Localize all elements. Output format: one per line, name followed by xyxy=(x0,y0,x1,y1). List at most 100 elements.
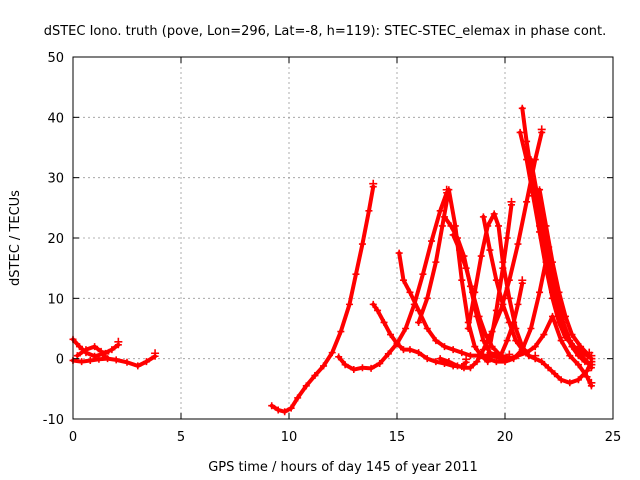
data-point-end xyxy=(587,378,596,387)
data-point xyxy=(458,276,466,284)
data-point xyxy=(73,352,81,360)
data-point xyxy=(445,186,453,194)
data-point xyxy=(482,331,490,339)
data-point xyxy=(402,325,410,332)
data-point xyxy=(514,300,522,308)
data-point xyxy=(574,361,582,369)
y-axis-label: dSTEC / TECUs xyxy=(8,190,23,286)
data-point xyxy=(423,355,431,363)
y-tick-label: 10 xyxy=(47,292,64,307)
data-point xyxy=(536,186,544,194)
data-point xyxy=(464,325,472,332)
data-point-end xyxy=(518,276,527,285)
data-point-end xyxy=(507,197,516,206)
data-point xyxy=(486,343,494,351)
data-point xyxy=(497,352,505,360)
data-point-end xyxy=(114,337,123,346)
series-4 xyxy=(268,179,378,416)
data-point-end xyxy=(587,360,596,369)
data-point xyxy=(415,318,423,326)
y-tick-label: 50 xyxy=(47,51,64,66)
data-point-end xyxy=(101,349,110,358)
data-point xyxy=(479,352,487,360)
data-point xyxy=(376,359,384,367)
data-point xyxy=(458,349,466,357)
data-point-end xyxy=(531,351,540,360)
data-point xyxy=(311,372,319,380)
data-point xyxy=(475,312,483,320)
data-point xyxy=(462,264,470,272)
data-point xyxy=(112,356,120,364)
data-point xyxy=(490,210,498,218)
data-point xyxy=(505,355,513,363)
data-point xyxy=(374,306,382,314)
data-point xyxy=(488,352,496,360)
x-tick-label: 10 xyxy=(281,430,298,445)
data-point xyxy=(447,222,455,230)
data-point xyxy=(499,264,507,272)
data-series xyxy=(69,104,596,416)
data-point xyxy=(527,325,535,332)
y-tick-label: 20 xyxy=(47,232,64,247)
data-point xyxy=(384,350,392,358)
series-8 xyxy=(415,186,492,366)
series-trace xyxy=(269,184,376,414)
data-point xyxy=(505,294,513,302)
data-point xyxy=(406,346,414,354)
data-point xyxy=(328,349,336,357)
data-point xyxy=(335,353,343,361)
series-17 xyxy=(497,276,527,360)
data-point xyxy=(369,300,377,308)
data-point xyxy=(523,198,531,206)
data-point xyxy=(97,347,105,355)
data-point xyxy=(544,364,552,372)
data-point xyxy=(479,346,487,354)
data-point xyxy=(492,276,500,284)
data-point xyxy=(436,207,444,215)
data-point-end xyxy=(369,179,378,188)
data-point xyxy=(399,346,407,354)
data-point xyxy=(523,349,531,357)
data-point xyxy=(453,362,461,370)
data-point xyxy=(358,240,366,248)
data-point xyxy=(574,349,582,357)
data-point xyxy=(365,207,373,215)
data-point xyxy=(466,352,474,360)
series-trace xyxy=(537,187,592,358)
data-point xyxy=(484,222,492,230)
data-point xyxy=(86,356,94,364)
data-point xyxy=(441,343,449,351)
data-point xyxy=(415,349,423,357)
data-point xyxy=(108,346,116,354)
series-3 xyxy=(73,343,110,361)
data-point xyxy=(142,358,150,366)
data-point xyxy=(549,312,557,320)
y-tick-label: 0 xyxy=(56,353,64,368)
x-tick-label: 20 xyxy=(497,430,514,445)
data-point xyxy=(495,222,503,230)
data-point xyxy=(583,358,591,366)
axis-ticks: 0 5 10 15 20 25 -10 0 10 20 30 40 50 xyxy=(43,51,622,445)
data-point xyxy=(466,364,474,372)
data-point xyxy=(471,288,479,296)
data-point xyxy=(518,104,526,112)
data-point-end xyxy=(151,349,160,358)
data-point xyxy=(555,288,563,296)
data-point xyxy=(123,358,131,366)
data-point xyxy=(510,318,518,326)
data-point xyxy=(268,402,276,410)
data-point xyxy=(557,376,565,384)
data-point xyxy=(441,213,449,221)
data-point xyxy=(436,355,444,363)
data-point xyxy=(350,366,358,374)
y-tick-label: -10 xyxy=(43,413,64,428)
data-point xyxy=(358,364,366,372)
data-point xyxy=(419,270,427,278)
data-point xyxy=(471,343,479,351)
data-point xyxy=(380,318,388,326)
data-point xyxy=(445,358,453,366)
data-point xyxy=(352,270,360,278)
data-point xyxy=(432,358,440,366)
data-point xyxy=(460,364,468,372)
